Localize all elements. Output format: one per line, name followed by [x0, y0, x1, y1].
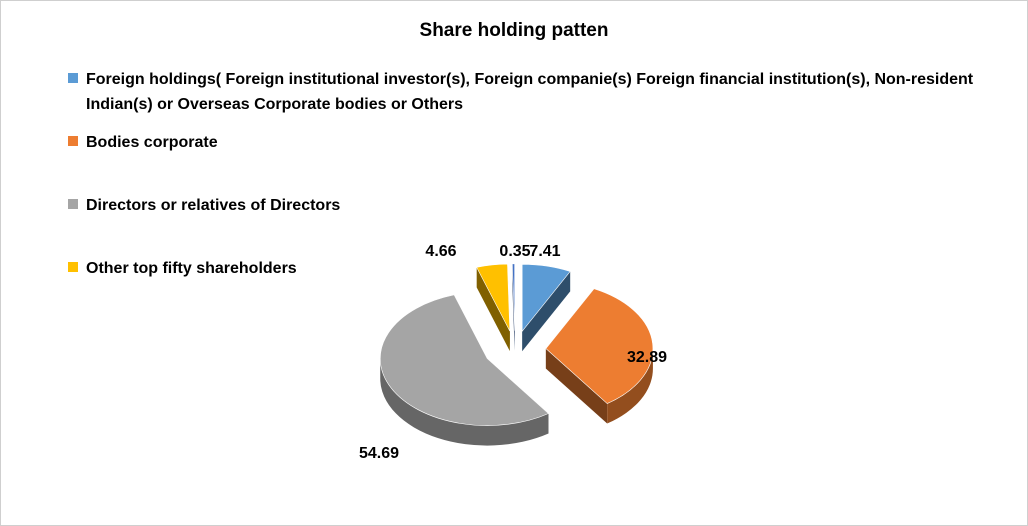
- legend-label-bodies-corporate: Bodies corporate: [86, 134, 218, 151]
- pie-slice-4: [511, 263, 515, 331]
- legend-label-directors: Directors or relatives of Directors: [86, 197, 341, 214]
- data-label-4: 0.35: [499, 243, 530, 260]
- pie-slice-1: [545, 288, 654, 404]
- pie-slice-2: [379, 294, 550, 426]
- data-label-3: 4.66: [425, 243, 456, 260]
- legend-swatch-other-top-fifty: [68, 262, 78, 272]
- legend-label-other-top-fifty: Other top fifty shareholders: [86, 260, 297, 277]
- legend-item-directors: Directors or relatives of Directors: [68, 193, 998, 218]
- pie-slice-3: [476, 263, 511, 332]
- pie-slice-rim: [380, 358, 549, 446]
- data-label-1: 32.89: [627, 349, 667, 366]
- data-label-0: 7.41: [529, 243, 560, 260]
- legend-swatch-directors: [68, 199, 78, 209]
- legend-swatch-foreign-holdings: [68, 73, 78, 83]
- legend-item-bodies-corporate: Bodies corporate: [68, 130, 998, 155]
- legend-item-foreign-holdings: Foreign holdings( Foreign institutional …: [68, 67, 998, 117]
- chart-title: Share holding patten: [419, 20, 609, 41]
- pie-slice-face: [545, 348, 608, 424]
- pie-slice-0: [521, 263, 571, 333]
- legend-swatch-bodies-corporate: [68, 136, 78, 146]
- pie-slice-rim: [607, 348, 653, 424]
- pie-slice-face: [522, 271, 571, 352]
- pie-slice-face: [476, 267, 510, 352]
- legend-label-foreign-holdings: Foreign holdings( Foreign institutional …: [86, 71, 974, 113]
- data-label-2: 54.69: [359, 445, 399, 462]
- legend-item-other-top-fifty: Other top fifty shareholders: [68, 256, 998, 281]
